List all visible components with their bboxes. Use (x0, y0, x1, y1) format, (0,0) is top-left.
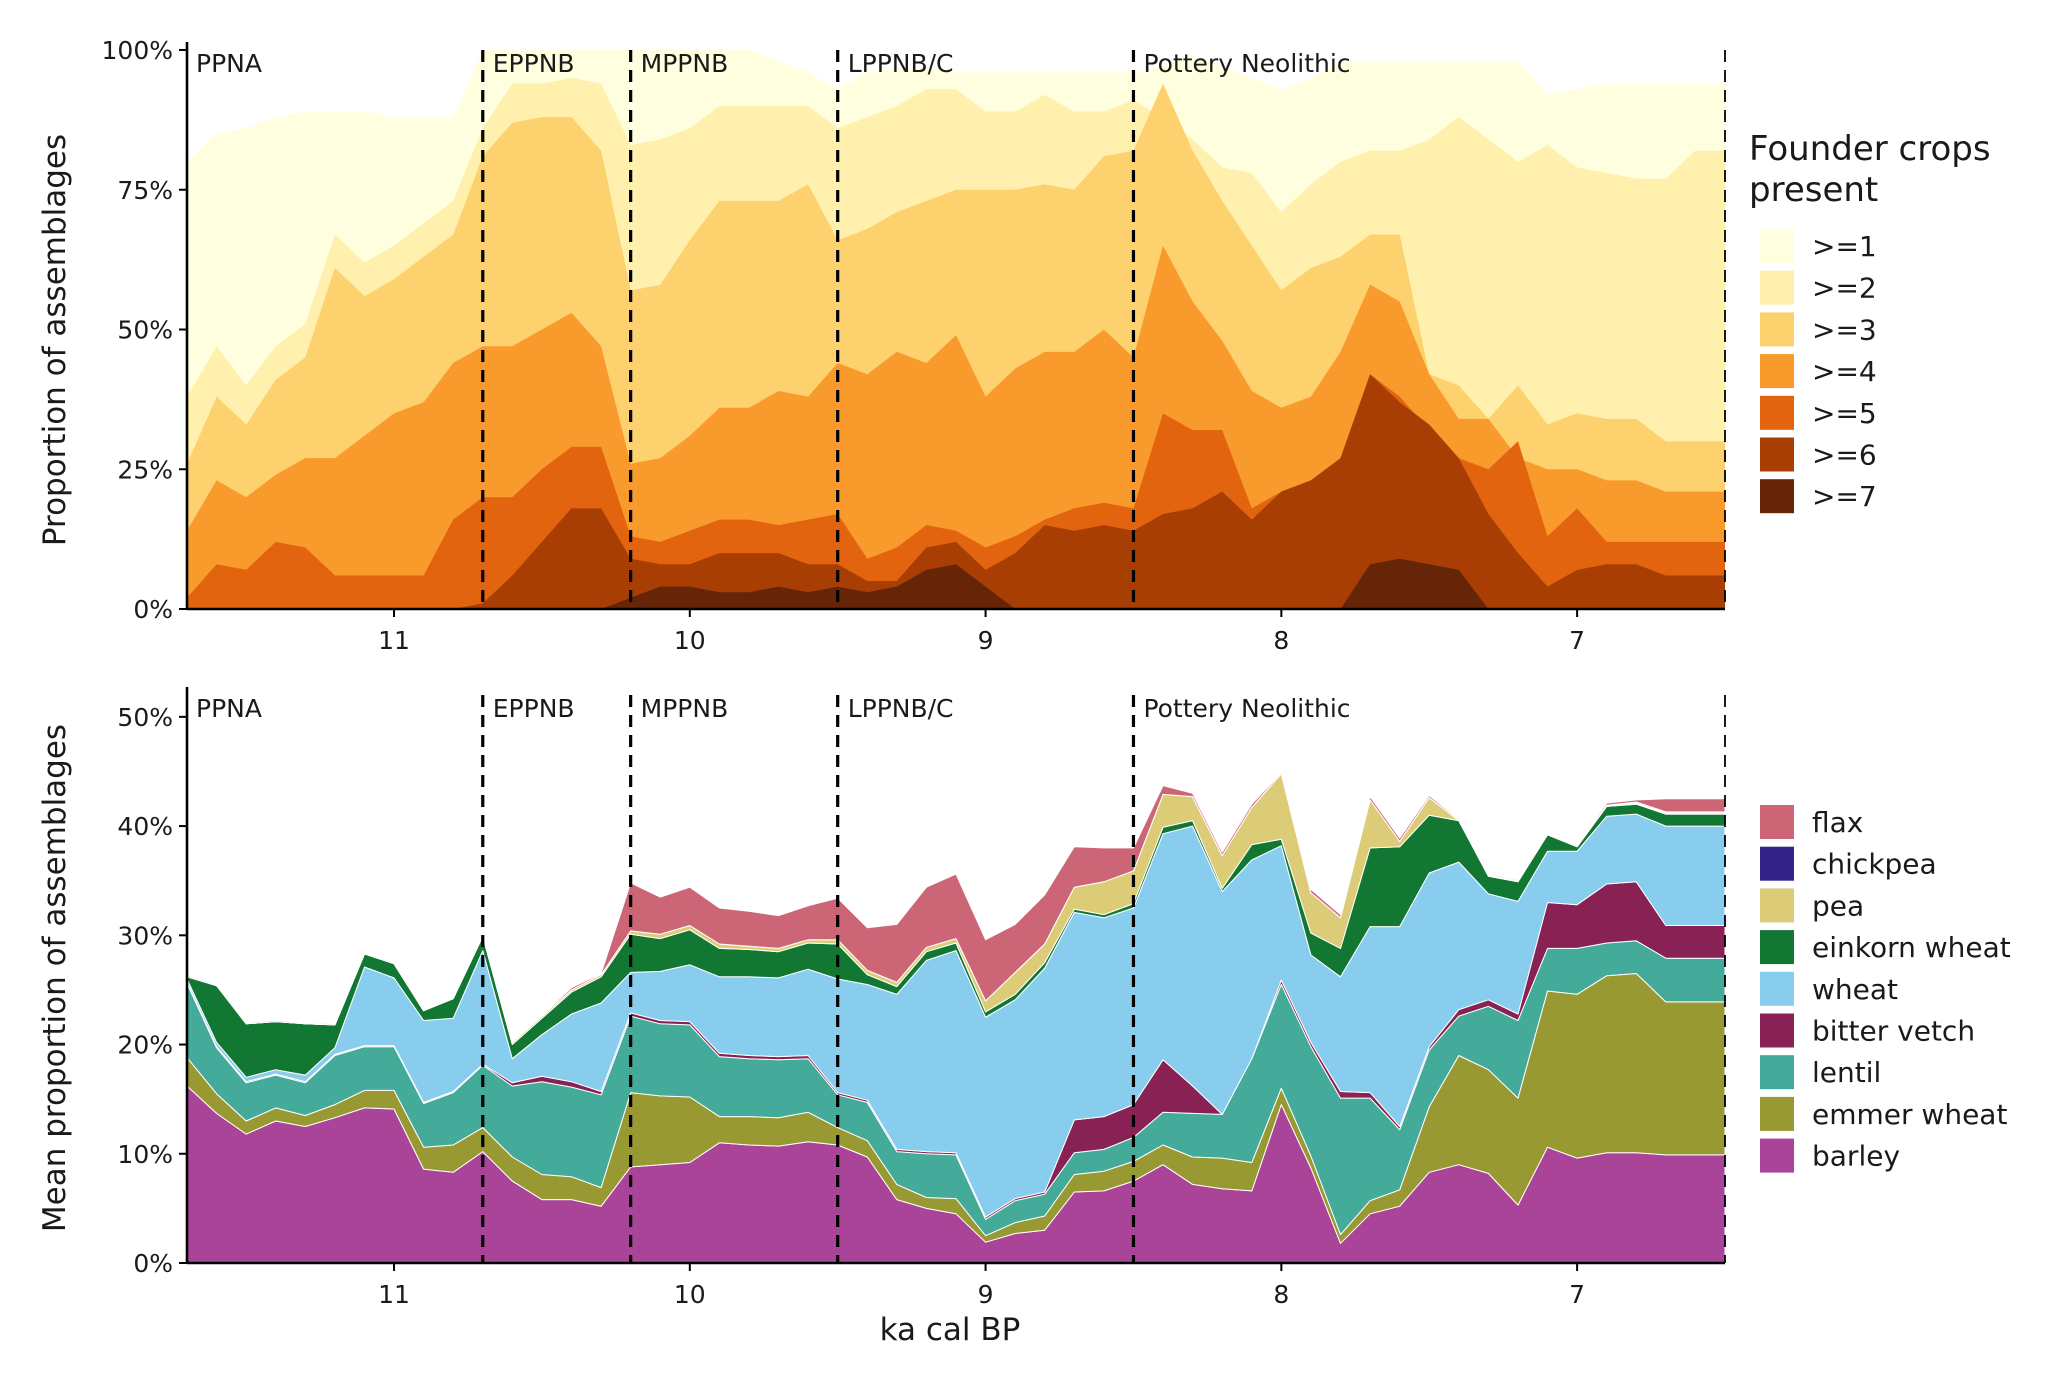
legend-swatch (1760, 1013, 1794, 1048)
legend-swatch (1760, 1055, 1794, 1090)
x-tick-label: 8 (1273, 626, 1289, 655)
legend-swatch (1760, 229, 1794, 263)
legend-label: emmer wheat (1812, 1098, 2007, 1131)
legend-label: pea (1812, 889, 1864, 922)
legend-title-line-2: present (1749, 170, 1878, 210)
period-label: LPPNB/C (848, 694, 954, 723)
legend-swatch (1760, 479, 1794, 514)
legend-label: >=5 (1812, 397, 1877, 430)
legend-swatch (1760, 805, 1794, 839)
legend-label: >=3 (1812, 313, 1877, 346)
x-tick-label: 10 (674, 1280, 706, 1309)
area-ge6-crops (187, 374, 1725, 609)
area-flax (186, 772, 1726, 1043)
legend-label: wheat (1812, 973, 1898, 1006)
x-tick-label: 9 (978, 626, 994, 655)
legend-label: >=6 (1812, 439, 1877, 472)
period-label: Pottery Neolithic (1143, 694, 1350, 723)
period-label: Pottery Neolithic (1143, 49, 1350, 78)
y-tick-label: 20% (117, 1031, 173, 1060)
y-tick-label: 75% (117, 176, 173, 205)
x-tick-label: 10 (674, 626, 706, 655)
period-label: EPPNB (493, 694, 575, 723)
legend-label: >=1 (1812, 230, 1877, 263)
proportion-axes: 0% 25% 50% 75% 100% 11 10 9 8 7 (102, 36, 1725, 655)
legend-swatch (1760, 1096, 1794, 1131)
legend-label: bitter vetch (1812, 1015, 1975, 1048)
x-tick-label: 7 (1569, 626, 1585, 655)
y-tick-label: 50% (117, 703, 173, 732)
x-tick-label: 7 (1569, 1280, 1585, 1309)
legend-title-line-1: Founder crops (1749, 129, 1991, 169)
legend-label: lentil (1812, 1056, 1881, 1089)
period-label: PPNA (196, 694, 262, 723)
legend-label: chickpea (1812, 848, 1937, 881)
legend-swatch (1760, 930, 1794, 965)
period-label: PPNA (196, 49, 262, 78)
legend-label: >=7 (1812, 480, 1877, 513)
x-tick-label: 9 (978, 1280, 994, 1309)
legend-swatch (1760, 888, 1794, 923)
x-tick-label: 11 (378, 1280, 410, 1309)
crop-legend: flax chickpea pea einkorn wheat wheat bitter … (1760, 805, 2011, 1173)
legend-label: barley (1812, 1140, 1900, 1173)
y-axis-title: Mean proportion of assemblages (37, 724, 73, 1232)
legend-swatch (1760, 270, 1794, 305)
mean-proportion-axes: 0% 10% 20% 30% 40% 50% 11 10 9 8 7 (117, 687, 1725, 1309)
crop-areas (186, 772, 1726, 1264)
proportion-chart: PPNA EPPNB MPPNB LPPNB/C Pottery Neolithic 0… (37, 36, 1991, 655)
y-tick-label: 10% (117, 1140, 173, 1169)
legend-swatch (1760, 395, 1794, 430)
legend-label: flax (1812, 806, 1863, 839)
y-tick-label: 0% (133, 595, 173, 624)
founder-crops-legend: Founder crops present >=1 >=2 >=3 >=4 >=5 >=6… (1749, 129, 1991, 514)
legend-swatch (1760, 437, 1794, 472)
y-tick-label: 30% (117, 921, 173, 950)
y-tick-label: 40% (117, 812, 173, 841)
legend-label: einkorn wheat (1812, 931, 2011, 964)
legend-swatch (1760, 971, 1794, 1006)
x-tick-label: 8 (1273, 1280, 1289, 1309)
legend-swatch (1760, 846, 1794, 881)
y-tick-label: 100% (102, 36, 173, 65)
y-axis-title: Proportion of assemblages (37, 134, 73, 546)
period-label: LPPNB/C (848, 49, 954, 78)
proportion-areas (187, 50, 1725, 609)
period-label: EPPNB (493, 49, 575, 78)
x-tick-label: 11 (378, 626, 410, 655)
period-label: MPPNB (641, 49, 729, 78)
y-tick-label: 50% (117, 316, 173, 345)
x-axis-title: ka cal BP (880, 1312, 1021, 1348)
y-tick-label: 0% (133, 1249, 173, 1278)
area-ge7-crops (187, 558, 1725, 609)
period-lines: PPNA EPPNB MPPNB LPPNB/C Pottery Neolithic (196, 694, 1726, 1263)
legend-swatch (1760, 312, 1794, 347)
y-tick-label: 25% (117, 455, 173, 484)
legend-swatch (1760, 354, 1794, 389)
period-label: MPPNB (641, 694, 729, 723)
legend-label: >=4 (1812, 355, 1877, 388)
mean-proportion-chart: PPNA EPPNB MPPNB LPPNB/C Pottery Neolithic 0… (37, 687, 2011, 1348)
legend-label: >=2 (1812, 272, 1877, 305)
legend-swatch (1760, 1138, 1794, 1173)
period-lines: PPNA EPPNB MPPNB LPPNB/C Pottery Neolithic (196, 49, 1726, 609)
